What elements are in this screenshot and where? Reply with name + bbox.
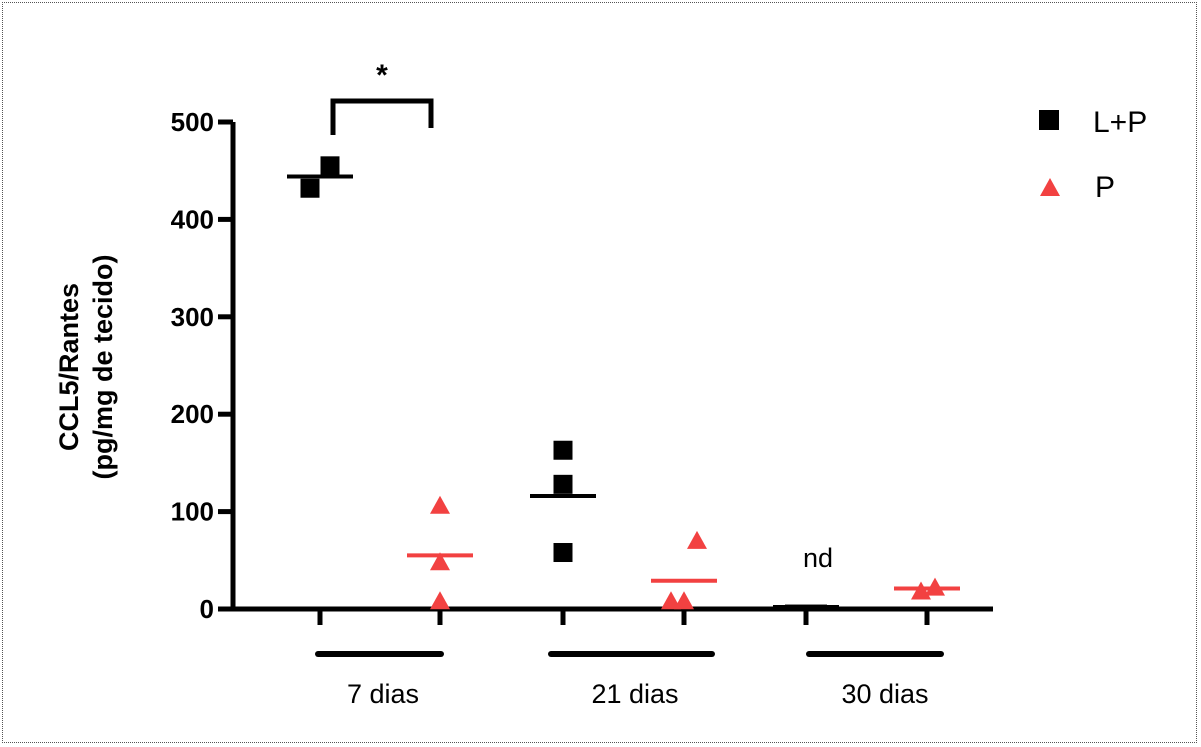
y-tick-label: 300 bbox=[171, 302, 214, 332]
y-tick-label: 500 bbox=[171, 107, 214, 137]
legend-marker-square bbox=[1039, 110, 1059, 130]
data-point-square bbox=[553, 474, 573, 494]
data-point-square bbox=[553, 440, 573, 460]
legend-marker-triangle bbox=[1040, 178, 1060, 196]
y-tick-label: 400 bbox=[171, 204, 214, 234]
data-point-triangle bbox=[430, 591, 450, 610]
data-point-square bbox=[320, 156, 340, 176]
y-tick-label: 100 bbox=[171, 497, 214, 527]
y-axis-label-line-2: (pg/mg de tecido) bbox=[88, 255, 118, 480]
data-point-triangle bbox=[661, 591, 681, 610]
data-point-square bbox=[785, 604, 827, 610]
y-tick-label: 0 bbox=[200, 594, 214, 624]
y-axis-label-line-1: CCL5/Rantes bbox=[54, 283, 84, 451]
group-label: 7 dias bbox=[347, 679, 419, 709]
nd-label: nd bbox=[803, 543, 833, 573]
group-label: 30 dias bbox=[841, 679, 928, 709]
y-tick-label: 200 bbox=[171, 399, 214, 429]
data-point-square bbox=[553, 543, 573, 563]
significance-bracket bbox=[330, 98, 434, 135]
data-point-triangle bbox=[925, 577, 945, 596]
data-point-square bbox=[300, 178, 320, 198]
legend-label: L+P bbox=[1093, 106, 1147, 139]
legend-label: P bbox=[1095, 171, 1115, 204]
data-point-triangle bbox=[687, 530, 707, 549]
data-point-triangle bbox=[674, 591, 694, 610]
significance-star: * bbox=[376, 59, 388, 92]
data-point-triangle bbox=[430, 552, 450, 571]
data-point-triangle bbox=[430, 495, 450, 514]
group-label: 21 dias bbox=[591, 679, 678, 709]
